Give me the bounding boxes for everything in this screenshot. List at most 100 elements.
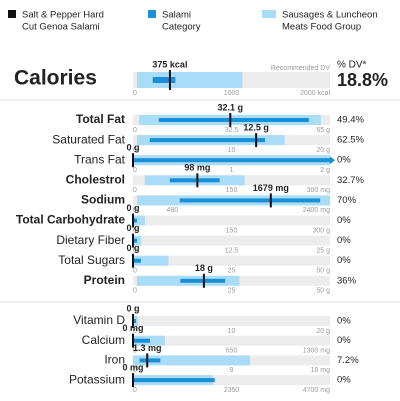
tick-label: 0 <box>133 90 137 97</box>
tick-label: 0 <box>133 247 137 254</box>
value-label: 0 g <box>126 223 139 233</box>
value-label: 0 g <box>126 243 139 253</box>
dv-value: 36% <box>337 275 357 286</box>
dv-value: 0% <box>337 155 351 166</box>
value-label: 0 mg <box>122 362 143 372</box>
tick-label: 0 <box>133 348 137 355</box>
tick-label: 0 <box>133 127 137 134</box>
value-label: 0 g <box>126 303 139 313</box>
tick-label: 1 <box>230 167 234 174</box>
legend-label: Meats Food Group <box>282 22 361 33</box>
track <box>133 255 330 266</box>
tick-label: 0 <box>133 367 137 374</box>
group-range <box>133 215 145 226</box>
legend-label: Cut Genoa Salami <box>22 22 100 33</box>
category-range <box>133 319 136 323</box>
tick-label: 25 <box>228 288 236 295</box>
tick-label: 0 <box>133 227 137 234</box>
tick-label: 150 <box>226 227 238 234</box>
tick-label: 0 <box>133 387 137 394</box>
item-marker <box>196 173 199 188</box>
nutrient-label: Calcium <box>82 333 125 347</box>
dv-value: 0% <box>337 255 351 266</box>
nutrient-label: Saturated Fat <box>52 132 125 146</box>
tick-label: 50 g <box>316 268 330 275</box>
tick-label: 20 g <box>316 328 330 335</box>
legend-swatch <box>262 10 276 18</box>
tick-label: 150 <box>226 187 238 194</box>
group-range <box>133 255 169 266</box>
dv-value: 7.2% <box>337 355 359 366</box>
tick-label: 20 g <box>316 147 330 154</box>
nutrient-label: Total Fat <box>76 112 125 126</box>
dv-value: 0% <box>337 215 351 226</box>
track <box>133 215 330 226</box>
value-label: 375 kcal <box>152 59 187 69</box>
category-range <box>133 378 215 383</box>
item-marker <box>202 273 205 288</box>
value-label: 0 mg <box>122 323 143 333</box>
item-marker <box>146 353 149 368</box>
nutrient-label: Dietary Fiber <box>56 233 125 247</box>
tick-label: 50 g <box>316 288 330 295</box>
tick-label: 0 <box>133 147 137 154</box>
category-range <box>158 118 309 122</box>
category-range <box>133 238 137 243</box>
tick-label: 480 <box>167 207 179 214</box>
tick-label: 32.5 <box>225 127 239 134</box>
dv-value: 49.4% <box>337 115 364 126</box>
tick-label: 10 <box>228 147 236 154</box>
track <box>133 316 330 326</box>
value-label: 1679 mg <box>253 183 289 193</box>
tick-label: 0 <box>133 167 137 174</box>
legend-label: Salami <box>162 10 191 21</box>
track <box>133 375 330 386</box>
value-label: 12.5 g <box>243 122 269 132</box>
tick-label: 0 <box>133 207 137 214</box>
legend-label: Category <box>162 22 201 33</box>
tick-label: 2000 kcal <box>300 90 330 97</box>
category-range <box>133 218 137 223</box>
track <box>133 235 330 246</box>
category-range <box>133 338 150 343</box>
nutrient-label: Total Carbohydrate <box>16 213 125 227</box>
tick-label: 0 <box>133 288 137 295</box>
value-label: 0 g <box>126 203 139 213</box>
legend-label: Sausages & Luncheon <box>282 10 378 21</box>
value-label: 18 g <box>195 263 213 273</box>
category-range <box>133 158 330 163</box>
nutrient-label: Trans Fat <box>74 152 126 166</box>
tick-label: 300 g <box>312 227 330 234</box>
legend-swatch <box>8 10 16 18</box>
value-label: 0 g <box>126 143 139 153</box>
dv-value: 0% <box>337 316 351 327</box>
tick-label: 0 <box>133 187 137 194</box>
dv-header: % DV* <box>337 60 367 71</box>
item-marker <box>132 333 134 348</box>
calories-dv: 18.8% <box>337 70 388 90</box>
legend-label: Salt & Pepper Hard <box>22 10 104 21</box>
value-label: 32.1 g <box>218 102 244 112</box>
nutrient-label: Sodium <box>81 193 125 207</box>
group-range <box>136 72 243 88</box>
legend-swatch <box>148 10 156 18</box>
category-range <box>139 358 161 363</box>
nutrient-label: Cholestrol <box>66 172 125 186</box>
tick-label: 0 <box>133 268 137 275</box>
tick-label: 2400 mg <box>303 207 330 214</box>
tick-label: 10 <box>228 328 236 335</box>
category-range <box>180 278 226 283</box>
category-range <box>169 178 220 183</box>
dv-value: 32.7% <box>337 175 364 186</box>
nutrient-label: Iron <box>104 353 125 367</box>
note: Recommended DV <box>271 65 330 72</box>
calories-label: Calories <box>14 67 97 90</box>
item-marker <box>132 233 134 248</box>
category-range <box>152 77 176 83</box>
category-range <box>133 258 141 263</box>
nutrient-label: Vitamin D <box>73 313 125 327</box>
tick-label: 2350 <box>224 387 240 394</box>
tick-label: 300 mg <box>307 187 330 194</box>
item-marker <box>229 113 232 127</box>
